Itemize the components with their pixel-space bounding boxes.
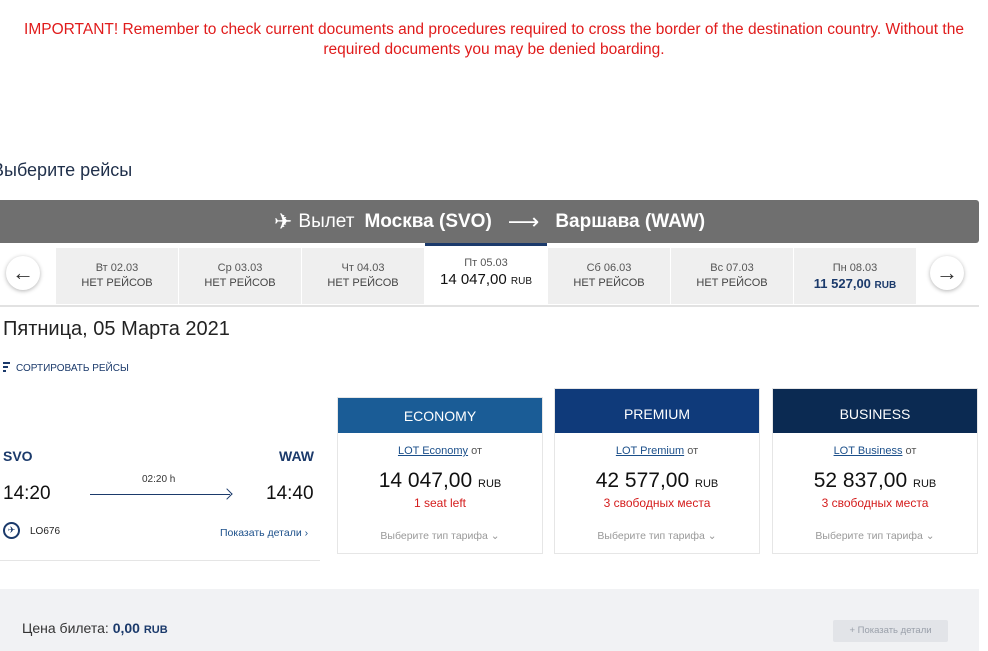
date-day: Чт 04.03 xyxy=(341,262,385,274)
date-carousel: ← Вт 02.03 НЕТ РЕЙСОВ Ср 03.03 НЕТ РЕЙСО… xyxy=(0,243,979,307)
date-price-value: 14 047,00 xyxy=(439,271,507,288)
choose-fare-dropdown[interactable]: Выберите тип тарифа ⌄ xyxy=(815,530,935,542)
fare-name: LOT Economy от xyxy=(338,445,542,457)
show-details-link[interactable]: Показать детали › xyxy=(220,527,309,539)
seats-left: 1 seat left xyxy=(413,496,467,510)
fare-suffix: от xyxy=(684,445,699,457)
route-to: Варшава (WAW) xyxy=(555,210,706,232)
cabin-header: PREMIUM xyxy=(555,389,759,433)
route-label: Вылет xyxy=(298,210,355,232)
price-summary: Цена билета: 0,00 RUB + Показать детали xyxy=(0,589,979,651)
cabin-price-value: 42 577,00 xyxy=(595,469,690,492)
date-price: 14 047,00 RUB xyxy=(425,271,547,288)
selected-day-title: Пятница, 05 Марта 2021 xyxy=(3,318,230,340)
date-day: Вс 07.03 xyxy=(710,262,754,274)
ticket-price-currency: RUB xyxy=(143,624,168,636)
date-tab[interactable]: Чт 04.03 НЕТ РЕЙСОВ xyxy=(302,248,424,304)
cabin-price-currency: RUB xyxy=(695,478,719,490)
sort-label: СОРТИРОВАТЬ РЕЙСЫ xyxy=(16,362,129,374)
cabin-price-currency: RUB xyxy=(913,478,937,490)
airline-logo-icon: ✈ xyxy=(3,522,20,539)
date-tab[interactable]: Вт 02.03 НЕТ РЕЙСОВ xyxy=(56,248,178,304)
prev-dates-button[interactable]: ← xyxy=(6,256,40,290)
date-status: НЕТ РЕЙСОВ xyxy=(327,277,399,289)
date-tab[interactable]: Пн 08.03 11 527,00 RUB xyxy=(794,248,916,304)
seats-left: 3 свободных места xyxy=(821,496,929,510)
date-status: НЕТ РЕЙСОВ xyxy=(81,277,153,289)
date-price: 11 527,00 RUB xyxy=(794,276,916,291)
cabin-price: 52 837,00 RUB xyxy=(773,469,977,493)
cabin-price-value: 52 837,00 xyxy=(813,469,908,492)
origin-code: SVO xyxy=(3,448,33,464)
arrow-right-icon: → xyxy=(936,260,958,285)
date-tab[interactable]: Ср 03.03 НЕТ РЕЙСОВ xyxy=(179,248,301,304)
fare-link[interactable]: LOT Business xyxy=(833,445,903,457)
seats-left: 3 свободных места xyxy=(603,496,711,510)
date-day: Сб 06.03 xyxy=(586,262,632,274)
cabin-price-currency: RUB xyxy=(478,478,502,490)
date-status: НЕТ РЕЙСОВ xyxy=(204,277,276,289)
arrival-time: 14:40 xyxy=(266,483,314,504)
date-status: НЕТ РЕЙСОВ xyxy=(696,277,768,289)
sort-icon xyxy=(3,362,10,374)
cabin-price-value: 14 047,00 xyxy=(378,469,473,492)
date-day: Пн 08.03 xyxy=(832,262,878,274)
plane-icon: ✈ xyxy=(273,208,293,234)
fare-link[interactable]: LOT Premium xyxy=(615,445,685,457)
section-title: Выберите рейсы xyxy=(0,160,133,180)
arrow-left-icon: ← xyxy=(12,260,34,285)
ticket-price: Цена билета: 0,00 RUB xyxy=(22,620,168,636)
date-day: Пт 05.03 xyxy=(464,257,508,269)
date-day: Ср 03.03 xyxy=(217,262,263,274)
sort-flights-button[interactable]: СОРТИРОВАТЬ РЕЙСЫ xyxy=(3,362,129,374)
show-details-button[interactable]: + Показать детали xyxy=(833,620,948,642)
route-from: Москва (SVO) xyxy=(364,210,492,232)
fare-name: LOT Premium от xyxy=(555,445,759,457)
choose-fare-dropdown[interactable]: Выберите тип тарифа ⌄ xyxy=(597,530,717,542)
flight-row: SVO WAW 14:20 02:20 h 14:40 ✈ LO676 Пока… xyxy=(0,440,320,561)
ticket-price-value: 0,00 xyxy=(112,620,140,636)
ticket-price-label: Цена билета: xyxy=(22,620,113,636)
route-arrow-icon: ⟶ xyxy=(507,208,540,234)
fare-suffix: от xyxy=(902,445,917,457)
cabin-header: BUSINESS xyxy=(773,389,977,433)
cabin-price: 42 577,00 RUB xyxy=(555,469,759,493)
cabin-business[interactable]: BUSINESS LOT Business от 52 837,00 RUB 3… xyxy=(772,388,978,554)
cabin-price: 14 047,00 RUB xyxy=(338,469,542,493)
date-tab[interactable]: Сб 06.03 НЕТ РЕЙСОВ xyxy=(548,248,670,304)
departure-time: 14:20 xyxy=(3,483,51,504)
fare-suffix: от xyxy=(468,445,483,457)
border-warning: IMPORTANT! Remember to check current doc… xyxy=(24,21,964,58)
route-bar: ✈ Вылет Москва (SVO) ⟶ Варшава (WAW) xyxy=(0,200,979,243)
flight-duration: 02:20 h xyxy=(142,474,176,485)
date-tab-selected[interactable]: Пт 05.03 14 047,00 RUB xyxy=(425,243,547,304)
next-dates-button[interactable]: → xyxy=(930,256,964,290)
date-price-currency: RUB xyxy=(510,276,533,287)
fare-link[interactable]: LOT Economy xyxy=(397,445,469,457)
flight-arrow-icon xyxy=(90,494,230,495)
destination-code: WAW xyxy=(279,448,314,464)
date-day: Вт 02.03 xyxy=(95,262,139,274)
flight-number: LO676 xyxy=(30,526,61,537)
date-price-value: 11 527,00 xyxy=(813,276,871,291)
cabin-header: ECONOMY xyxy=(338,398,542,433)
cabin-economy[interactable]: ECONOMY LOT Economy от 14 047,00 RUB 1 s… xyxy=(337,397,543,554)
cabin-premium[interactable]: PREMIUM LOT Premium от 42 577,00 RUB 3 с… xyxy=(554,388,760,554)
date-tab[interactable]: Вс 07.03 НЕТ РЕЙСОВ xyxy=(671,248,793,304)
fare-name: LOT Business от xyxy=(773,445,977,457)
date-price-currency: RUB xyxy=(874,280,897,291)
date-status: НЕТ РЕЙСОВ xyxy=(573,277,645,289)
choose-fare-dropdown[interactable]: Выберите тип тарифа ⌄ xyxy=(380,530,500,542)
